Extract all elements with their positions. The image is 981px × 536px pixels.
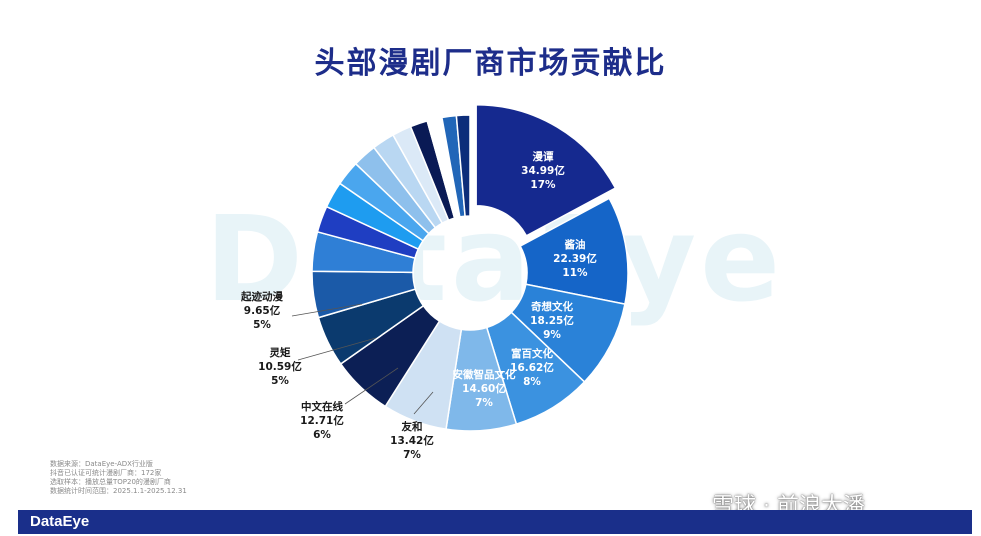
slice-label-percent: 6%: [313, 429, 331, 441]
footer-bar: DataEye: [18, 510, 972, 534]
note-line: 选取样本：播放总量TOP20的漫剧厂商: [50, 478, 171, 486]
slice-label-name: 奇想文化: [531, 300, 573, 313]
leader-line: [344, 367, 399, 405]
slice-label-name: 安徽智品文化: [453, 368, 516, 381]
slice-label-value: 22.39亿: [553, 252, 597, 265]
slice-label-value: 13.42亿: [390, 434, 434, 447]
slice-label-value: 10.59亿: [258, 360, 302, 373]
footer-logo: DataEye: [30, 513, 90, 530]
chart-title: 头部漫剧厂商市场贡献比: [314, 46, 667, 81]
slice-label-value: 14.60亿: [462, 382, 506, 395]
note-line: 抖音已认证可统计漫剧厂商：172家: [50, 469, 162, 477]
note-line: 数据统计时间范围：2025.1.1-2025.12.31: [50, 487, 187, 495]
slice-label-percent: 5%: [271, 375, 289, 387]
dataeye-watermark: DataEye: [205, 190, 785, 328]
slice-label-name: 起迹动漫: [240, 290, 283, 303]
slice-label-value: 12.71亿: [300, 414, 344, 427]
slice-label-name: 友和: [401, 420, 423, 433]
source-notes: 数据来源：DataEye-ADX行业版 抖音已认证可统计漫剧厂商：172家 选取…: [50, 460, 187, 496]
donut-slice-漫谭: [475, 103, 617, 237]
slice-label-name: 漫谭: [533, 150, 554, 163]
leader-line: [413, 391, 434, 415]
slice-label-percent: 5%: [253, 319, 271, 331]
slice-label-name: 酱油: [565, 238, 586, 251]
leader-line: [297, 337, 377, 361]
slice-label-value: 16.62亿: [510, 361, 554, 374]
slice-label-name: 富百文化: [511, 347, 553, 360]
slice-label-value: 9.65亿: [244, 304, 281, 317]
slice-label-percent: 17%: [530, 179, 556, 191]
slice-label-value: 34.99亿: [521, 164, 565, 177]
slice-label-name: 中文在线: [301, 400, 343, 413]
leader-line: [291, 303, 363, 317]
slice-label-percent: 7%: [403, 449, 421, 461]
slice-label-value: 18.25亿: [530, 314, 574, 327]
slice-label-percent: 8%: [523, 376, 541, 388]
slice-label-percent: 9%: [543, 329, 561, 341]
note-line: 数据来源：DataEye-ADX行业版: [50, 460, 153, 468]
donut-slice: [455, 114, 471, 218]
slice-label-percent: 11%: [562, 267, 588, 279]
slice-label-name: 灵矩: [269, 346, 291, 359]
slice-label-percent: 7%: [475, 397, 493, 409]
